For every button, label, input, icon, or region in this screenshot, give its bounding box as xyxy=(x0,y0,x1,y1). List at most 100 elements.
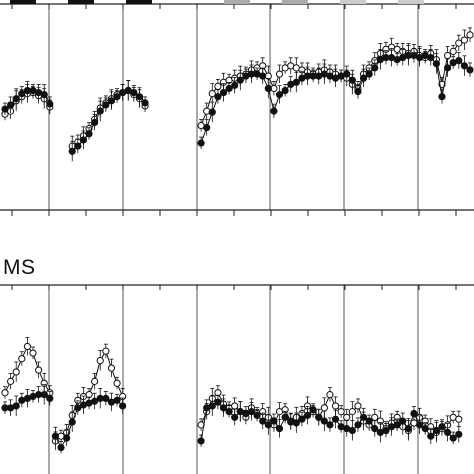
data-point-filled xyxy=(348,76,356,84)
data-point-filled xyxy=(231,413,239,421)
data-point-filled xyxy=(46,394,54,402)
data-point-open xyxy=(354,402,362,410)
data-point-filled xyxy=(203,124,211,132)
data-point-filled xyxy=(91,118,99,127)
data-point-open xyxy=(208,90,216,98)
data-point-open xyxy=(348,408,356,416)
data-point-open xyxy=(29,349,37,357)
condition-marker xyxy=(224,0,250,4)
data-point-filled xyxy=(315,413,323,421)
data-point-open xyxy=(331,402,340,410)
data-point-filled xyxy=(113,93,121,101)
data-point-filled xyxy=(270,107,278,115)
data-point-filled xyxy=(68,147,76,155)
data-point-filled xyxy=(432,426,440,435)
data-point-filled xyxy=(443,64,452,72)
data-point-filled xyxy=(208,402,216,410)
data-point-filled xyxy=(231,81,239,89)
data-point-filled xyxy=(79,136,88,144)
data-point-filled xyxy=(455,57,463,65)
data-point-open xyxy=(326,391,334,399)
data-point-filled xyxy=(57,443,65,452)
condition-marker xyxy=(68,0,94,4)
data-point-filled xyxy=(455,430,463,438)
data-point-filled xyxy=(466,66,474,74)
data-point-open xyxy=(455,39,463,47)
data-point-filled xyxy=(354,421,362,429)
data-point-filled xyxy=(343,70,351,78)
data-point-filled xyxy=(12,402,20,410)
data-point-filled xyxy=(393,421,401,429)
data-point-open xyxy=(371,413,379,421)
data-point-filled xyxy=(399,417,407,425)
data-point-filled xyxy=(292,78,300,86)
data-point-filled xyxy=(415,421,424,429)
data-point-filled xyxy=(443,428,452,437)
data-point-open xyxy=(337,408,345,416)
data-point-filled xyxy=(91,397,99,405)
data-point-filled xyxy=(259,72,267,80)
data-point-filled xyxy=(68,418,76,426)
data-point-filled xyxy=(74,404,82,412)
data-point-filled xyxy=(382,426,390,435)
data-point-open xyxy=(102,347,110,355)
data-point-open xyxy=(460,36,468,44)
data-point-filled xyxy=(135,93,144,101)
condition-marker xyxy=(340,0,366,4)
data-point-open xyxy=(1,389,9,397)
data-point-filled xyxy=(292,419,300,427)
data-point-filled xyxy=(359,413,368,421)
data-point-open xyxy=(320,404,328,412)
data-point-filled xyxy=(214,398,222,406)
data-point-filled xyxy=(46,100,54,108)
data-point-filled xyxy=(130,88,138,97)
data-point-filled xyxy=(208,108,216,116)
condition-marker xyxy=(126,0,152,4)
data-point-open xyxy=(466,31,474,39)
data-point-filled xyxy=(225,408,233,416)
data-point-filled xyxy=(365,70,373,78)
data-point-open xyxy=(455,415,463,423)
data-point-open xyxy=(18,355,26,363)
data-point-filled xyxy=(410,409,418,418)
data-point-filled xyxy=(113,396,121,404)
data-point-filled xyxy=(51,432,60,440)
data-point-filled xyxy=(40,91,48,99)
data-point-filled xyxy=(236,76,244,84)
data-point-filled xyxy=(354,87,362,96)
data-point-filled xyxy=(63,434,71,442)
data-point-filled xyxy=(12,95,20,103)
data-point-filled xyxy=(197,139,205,147)
data-point-filled xyxy=(438,423,446,431)
data-point-filled xyxy=(40,391,48,399)
panel-title-ms: MS xyxy=(3,256,36,279)
data-point-filled xyxy=(275,91,284,99)
data-point-filled xyxy=(427,53,435,62)
data-point-filled xyxy=(371,425,379,433)
data-point-filled xyxy=(102,101,110,109)
data-point-filled xyxy=(219,404,228,412)
data-point-filled xyxy=(331,415,340,423)
data-point-filled xyxy=(303,411,312,420)
data-point-filled xyxy=(1,105,9,113)
data-point-filled xyxy=(264,84,272,93)
data-point-filled xyxy=(432,60,440,68)
data-point-open xyxy=(443,51,452,60)
data-point-filled xyxy=(259,417,267,425)
data-point-filled xyxy=(281,413,289,421)
data-point-filled xyxy=(85,130,93,138)
data-point-open xyxy=(23,342,32,351)
condition-marker xyxy=(398,0,424,4)
data-point-open xyxy=(12,368,20,376)
data-point-filled xyxy=(298,415,306,423)
data-point-filled xyxy=(197,437,205,445)
data-point-filled xyxy=(107,97,116,105)
data-point-filled xyxy=(264,421,272,429)
data-point-filled xyxy=(320,417,328,425)
data-point-open xyxy=(449,47,457,55)
data-point-filled xyxy=(214,93,222,101)
data-point-filled xyxy=(119,402,127,410)
data-point-filled xyxy=(7,101,15,109)
data-point-open xyxy=(231,402,239,410)
